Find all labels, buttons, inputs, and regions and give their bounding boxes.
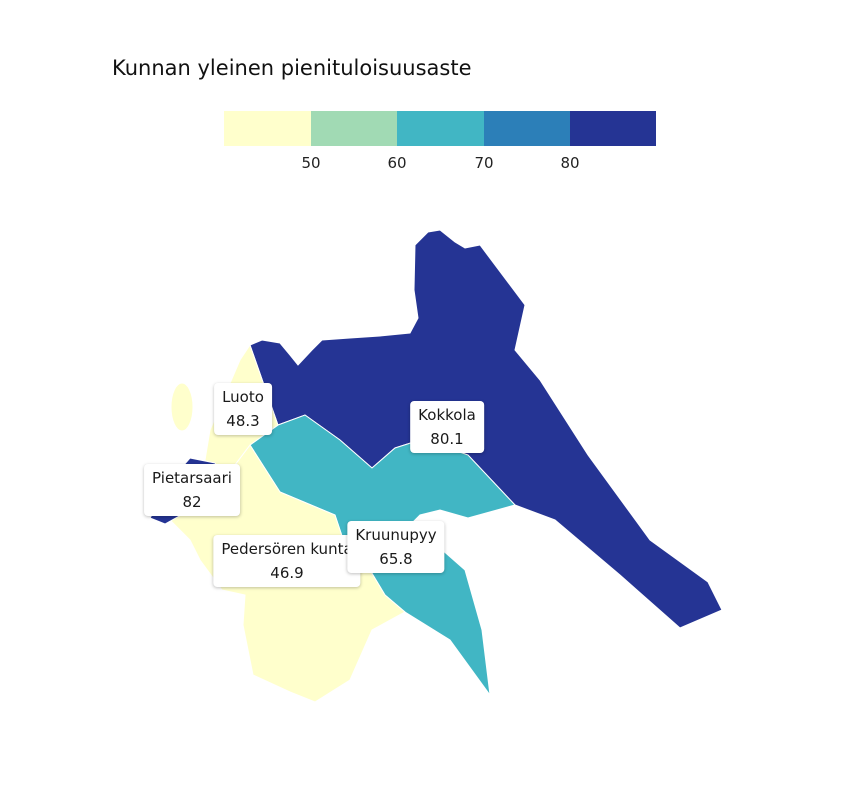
- legend-swatch-3: [397, 111, 484, 146]
- region-value: 65.8: [379, 550, 413, 568]
- map-title: Kunnan yleinen pienituloisuusaste: [112, 56, 472, 80]
- region-label-pedersoren: Pedersören kunta 46.9: [213, 535, 361, 587]
- region-label-pietarsaari: Pietarsaari 82: [144, 464, 240, 516]
- legend-tick: 60: [387, 154, 407, 172]
- color-legend: 50 60 70 80: [0, 0, 864, 200]
- region-label-kokkola: Kokkola 80.1: [410, 401, 484, 453]
- region-name: Luoto: [222, 388, 264, 406]
- region-value: 46.9: [270, 564, 304, 582]
- region-name: Kokkola: [418, 406, 476, 424]
- region-label-kruunupyy: Kruunupyy 65.8: [347, 521, 445, 573]
- region-luoto-island[interactable]: [170, 382, 194, 432]
- legend-swatch-5: [570, 111, 656, 146]
- region-name: Kruunupyy: [355, 526, 437, 544]
- legend-swatch-4: [484, 111, 570, 146]
- region-label-luoto: Luoto 48.3: [214, 383, 272, 435]
- region-value: 82: [182, 493, 202, 511]
- legend-swatch-2: [311, 111, 397, 146]
- region-name: Pietarsaari: [152, 469, 232, 487]
- legend-swatch-1: [224, 111, 311, 146]
- region-value: 48.3: [226, 412, 260, 430]
- legend-tick: 80: [560, 154, 580, 172]
- legend-tick: 50: [301, 154, 321, 172]
- region-value: 80.1: [430, 430, 464, 448]
- region-name: Pedersören kunta: [221, 540, 353, 558]
- legend-tick: 70: [474, 154, 494, 172]
